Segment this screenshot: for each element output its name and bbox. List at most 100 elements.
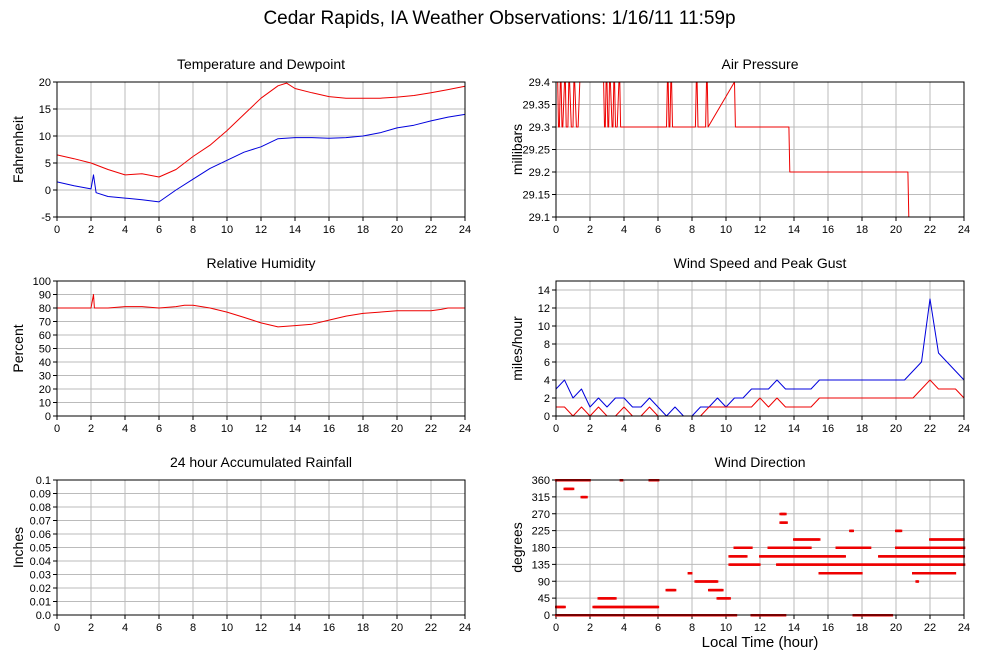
plot-frame [56,81,466,218]
y-tick-label: 100 [33,276,51,288]
x-tick-label: 6 [655,224,661,236]
y-tick-label: 360 [532,475,550,487]
data-point [728,597,731,600]
x-axis-title: Local Time (hour) [701,634,819,651]
x-tick-label: 0 [54,423,60,435]
y-tick-label: 29.35 [522,100,550,112]
x-tick-label: 4 [122,224,128,236]
x-tick-label: 2 [88,622,94,634]
x-tick-label: 20 [391,622,403,634]
data-point [851,529,854,533]
y-tick-label: 0.08 [30,502,51,514]
x-tick-label: 0 [553,622,559,634]
x-tick-label: 4 [621,224,627,236]
x-tick-label: 22 [425,622,437,634]
y-tick-label: 225 [532,526,550,538]
x-tick-label: 8 [689,622,695,634]
y-tick-label: 2 [544,393,550,405]
x-tick-label: 10 [221,224,233,236]
data-point [673,588,677,592]
y-tick-label: 40 [39,357,51,369]
x-tick-label: 20 [890,622,902,634]
series-line-red [556,379,965,417]
data-point [868,546,872,549]
x-tick-label: 22 [924,622,936,634]
chart-title: Relative Humidity [207,255,316,271]
data-point [809,546,812,549]
x-tick-label: 10 [720,622,732,634]
y-tick-label: 0 [544,610,550,622]
x-tick-label: 12 [255,224,267,236]
data-point [585,495,588,499]
y-tick-label: 4 [544,375,550,387]
x-tick-label: 14 [788,224,800,236]
x-tick-label: 6 [156,622,162,634]
x-tick-label: 20 [391,224,403,236]
x-tick-label: 24 [459,224,471,236]
x-tick-label: 2 [88,423,94,435]
plot-frame [56,479,466,616]
y-tick-label: 45 [538,593,550,605]
y-axis-label: degrees [509,522,525,573]
x-tick-label: 14 [289,622,301,634]
x-tick-label: 14 [788,622,800,634]
data-point [953,572,957,575]
data-point [721,588,724,592]
y-tick-label: 0.0 [36,610,51,622]
y-tick-label: 315 [532,492,550,504]
series-line-red [56,82,466,178]
data-point [750,546,753,549]
plot-frame [555,280,965,417]
y-tick-label: 0.1 [36,475,51,487]
x-tick-label: 8 [689,423,695,435]
x-tick-label: 12 [754,423,766,435]
x-tick-label: 18 [856,423,868,435]
x-tick-label: 6 [156,423,162,435]
x-tick-label: 0 [553,423,559,435]
x-tick-label: 4 [621,622,627,634]
x-tick-label: 16 [323,224,335,236]
y-axis-label: millibars [509,124,525,175]
x-tick-label: 18 [357,423,369,435]
x-tick-label: 24 [459,622,471,634]
data-point [916,580,920,583]
x-tick-label: 4 [122,423,128,435]
y-tick-label: 10 [538,321,550,333]
x-tick-label: 10 [720,224,732,236]
data-point [860,572,863,575]
series-line-blue [555,298,965,417]
y-axis-label: miles/hour [509,316,525,381]
y-tick-label: 80 [39,303,51,315]
y-tick-label: 29.1 [529,212,550,224]
y-tick-label: 0 [45,185,51,197]
y-axis-label: Inches [10,527,26,568]
x-tick-label: 0 [54,622,60,634]
y-tick-label: 0.01 [30,597,51,609]
y-tick-label: 29.3 [529,122,550,134]
y-tick-label: 0.05 [30,543,51,555]
data-point [758,563,761,566]
y-tick-label: 30 [39,371,51,383]
y-tick-label: 29.2 [529,167,550,179]
x-tick-label: 0 [553,224,559,236]
plot-frame [555,81,965,218]
y-tick-label: 5 [45,158,51,170]
x-tick-label: 24 [459,423,471,435]
x-tick-label: 18 [856,224,868,236]
x-tick-label: 6 [156,224,162,236]
chart-title: Air Pressure [721,56,798,72]
y-tick-label: 135 [532,559,550,571]
y-tick-label: -5 [41,212,51,224]
data-point [656,605,660,609]
data-point [614,597,617,600]
x-tick-label: 14 [289,423,301,435]
y-tick-label: 29.4 [529,77,550,89]
y-tick-label: 0.06 [30,529,51,541]
x-tick-label: 2 [587,224,593,236]
x-tick-label: 16 [822,224,834,236]
chart-title: Temperature and Dewpoint [177,56,345,72]
series-line-red [57,294,465,328]
